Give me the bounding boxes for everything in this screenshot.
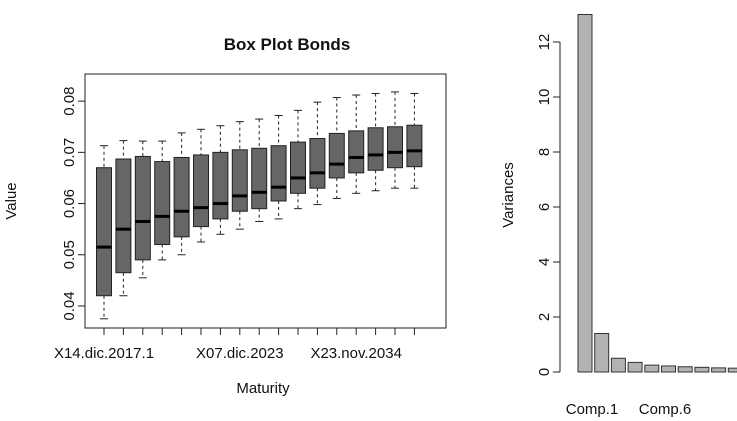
box-iqr (212, 151, 229, 220)
variance-bar-7 (677, 366, 693, 373)
box-iqr (348, 130, 365, 174)
variance-y-tick-label: 0 (536, 368, 553, 376)
boxplot-panel: Box Plot Bonds 0.04 0.05 0.06 0.07 0.08 X14.… (3, 35, 447, 397)
variance-bars (577, 14, 737, 373)
box-iqr (134, 155, 151, 261)
variance-bar-9 (711, 367, 727, 373)
box-iqr (309, 138, 326, 189)
variance-bar-10 (727, 367, 737, 373)
box-4 (154, 140, 171, 261)
box-iqr (96, 167, 112, 297)
boxplot-y-axis: 0.04 0.05 0.06 0.07 0.08 (61, 87, 86, 321)
variance-y-axis-label: Variances (500, 162, 517, 228)
box-5 (173, 132, 190, 256)
box-iqr (387, 126, 403, 169)
boxplot-x-tick-label: X23.nov.2034 (310, 345, 401, 362)
variance-y-tick-label: 6 (536, 203, 553, 211)
boxplot-y-tick-label: 0.05 (61, 240, 78, 269)
box-iqr (115, 158, 132, 274)
variance-bar-5 (644, 364, 660, 373)
boxplot-boxes (96, 91, 423, 320)
boxplot-x-axis: X14.dic.2017.1 X07.dic.2023 X23.nov.2034 (54, 327, 415, 362)
box-iqr (193, 154, 209, 228)
box-12 (309, 101, 326, 206)
variance-bar-3 (610, 357, 626, 373)
box-iqr (406, 124, 423, 168)
box-8 (231, 121, 248, 230)
box-9 (251, 118, 268, 222)
variance-x-tick-label: Comp.6 (639, 401, 692, 418)
variance-bar-6 (661, 365, 676, 373)
boxplot-x-axis-label: Maturity (236, 380, 290, 397)
box-3 (134, 140, 151, 279)
box-iqr (290, 141, 306, 194)
variance-bar-4 (627, 361, 643, 373)
box-11 (290, 109, 306, 210)
variance-bar-8 (694, 366, 710, 373)
box-7 (212, 125, 229, 235)
variance-y-tick-label: 2 (536, 313, 553, 321)
variance-y-tick-label: 8 (536, 148, 553, 156)
boxplot-y-tick-label: 0.04 (61, 291, 78, 320)
variance-y-tick-label: 10 (536, 89, 553, 106)
box-13 (328, 97, 345, 199)
boxplot-title: Box Plot Bonds (224, 35, 351, 54)
box-iqr (367, 127, 384, 171)
box-iqr (231, 149, 248, 212)
variance-y-axis: 0 2 4 6 8 10 12 (536, 34, 561, 376)
variance-x-tick-label: Comp.1 (566, 401, 619, 418)
box-iqr (173, 156, 190, 238)
box-1 (96, 145, 112, 320)
boxplot-y-tick-label: 0.06 (61, 189, 78, 218)
box-15 (367, 92, 384, 192)
boxplot-y-tick-label: 0.08 (61, 87, 78, 116)
variance-y-tick-label: 12 (536, 34, 553, 51)
variance-bar-1 (577, 14, 593, 373)
boxplot-y-tick-label: 0.07 (61, 138, 78, 167)
box-14 (348, 94, 365, 194)
boxplot-y-axis-label: Value (3, 182, 20, 219)
variance-x-axis: Comp.1 Comp.6 (566, 401, 692, 418)
box-iqr (251, 147, 268, 210)
box-iqr (328, 132, 345, 179)
box-17 (406, 92, 423, 189)
box-2 (115, 140, 132, 297)
box-6 (193, 128, 209, 243)
boxplot-x-tick-label: X14.dic.2017.1 (54, 345, 154, 362)
variance-y-tick-label: 4 (536, 258, 553, 266)
box-10 (270, 114, 287, 220)
variance-bar-2 (594, 333, 610, 373)
box-iqr (270, 145, 287, 202)
box-16 (387, 91, 403, 189)
variance-bar-panel: 0 2 4 6 8 10 12 Comp.1 Comp.6 Variances (500, 14, 737, 418)
box-iqr (154, 161, 171, 246)
boxplot-x-tick-label: X07.dic.2023 (196, 345, 284, 362)
